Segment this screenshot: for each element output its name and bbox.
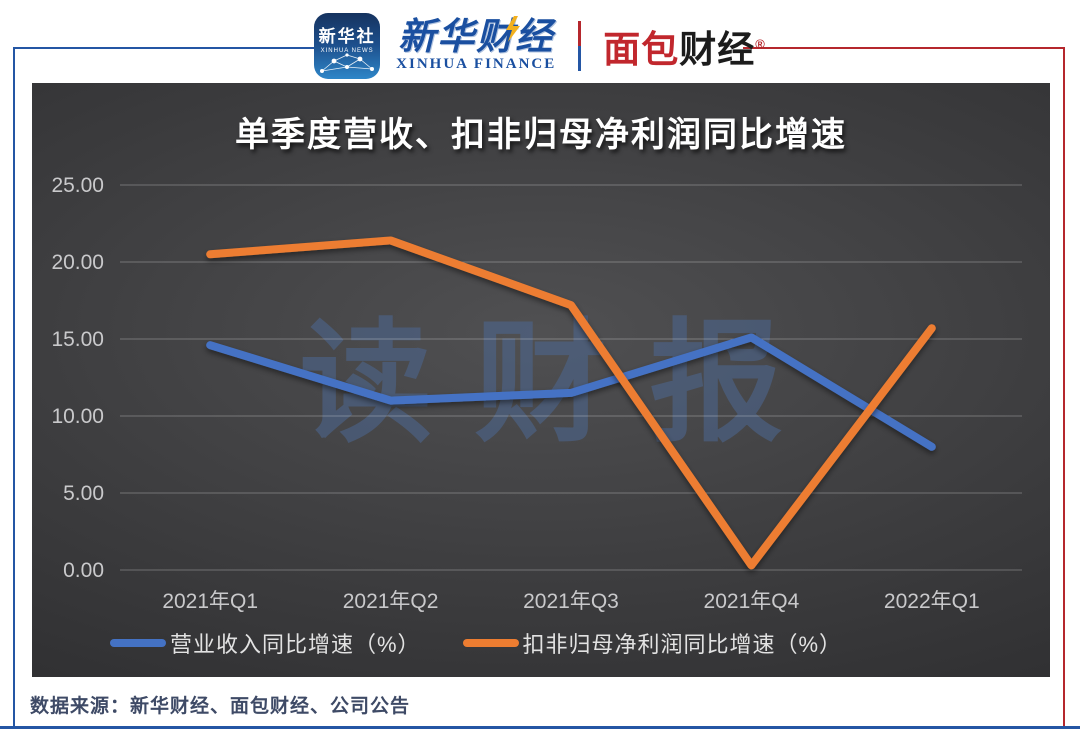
legend-item-revenue: 营业收入同比增速（%） — [109, 627, 421, 659]
frame-left-border — [13, 47, 15, 727]
legend-label-revenue: 营业收入同比增速（%） — [169, 632, 421, 657]
svg-text:5.00: 5.00 — [63, 482, 104, 505]
footer-data-source: 数据来源：新华财经、面包财经、公司公告 — [30, 696, 411, 717]
legend-dash-orange — [462, 639, 519, 647]
svg-text:15.00: 15.00 — [51, 328, 104, 351]
app-icon-subtitle: XINHUA NEWS — [320, 47, 374, 54]
svg-text:2021年Q1: 2021年Q1 — [162, 590, 258, 613]
registered-mark-icon: ® — [755, 36, 766, 52]
mianbao-cn-red: 面包 — [603, 28, 680, 70]
mianbao-cn-dark: 财经 — [679, 28, 756, 70]
mianbao-finance-logo: 面包财经® — [603, 19, 766, 73]
app-icon-title: 新华社 — [318, 26, 376, 46]
xinhua-finance-cn: 新华财经 — [398, 15, 555, 57]
svg-text:25.00: 25.00 — [51, 174, 104, 197]
legend-dash-blue — [109, 639, 166, 647]
svg-text:10.00: 10.00 — [51, 405, 104, 428]
logo-divider — [578, 20, 582, 71]
network-pattern-icon — [320, 52, 375, 73]
chart-title: 单季度营收、扣非归母净利润同比增速 — [235, 116, 847, 154]
svg-text:2021年Q2: 2021年Q2 — [343, 590, 439, 613]
svg-text:2021年Q3: 2021年Q3 — [523, 590, 619, 613]
svg-text:2021年Q4: 2021年Q4 — [704, 590, 800, 613]
frame-right-border — [1063, 47, 1065, 727]
chart-panel: 读财报 0.00 5.00 10.00 15.00 20.00 25.00 2021年Q1 2… — [32, 83, 1050, 677]
legend-label-profit: 扣非归母净利润同比增速（%） — [522, 632, 843, 657]
svg-text:0.00: 0.00 — [63, 559, 104, 582]
xinhua-finance-en: XINHUA FINANCE — [396, 56, 557, 73]
frame-top-right-border — [743, 47, 1065, 49]
svg-text:2022年Q1: 2022年Q1 — [884, 590, 980, 613]
legend: 营业收入同比增速（%） 扣非归母净利润同比增速（%） — [32, 627, 1050, 659]
header-logo-group: 新华社 XINHUA NEWS 新华财经 XINHUA FINANCE 面包财经… — [0, 0, 1080, 85]
chart-plot-svg: 0.00 5.00 10.00 15.00 20.00 25.00 2021年Q1 2021年… — [51, 174, 1022, 613]
xinhua-news-app-icon: 新华社 XINHUA NEWS — [314, 12, 381, 79]
frame-top-left-border — [13, 47, 335, 49]
legend-item-profit: 扣非归母净利润同比增速（%） — [462, 627, 843, 659]
svg-text:20.00: 20.00 — [51, 251, 104, 274]
xinhua-finance-logo: 新华财经 XINHUA FINANCE — [396, 15, 557, 74]
lightning-icon — [506, 15, 521, 42]
frame-bottom-border — [0, 726, 1080, 729]
